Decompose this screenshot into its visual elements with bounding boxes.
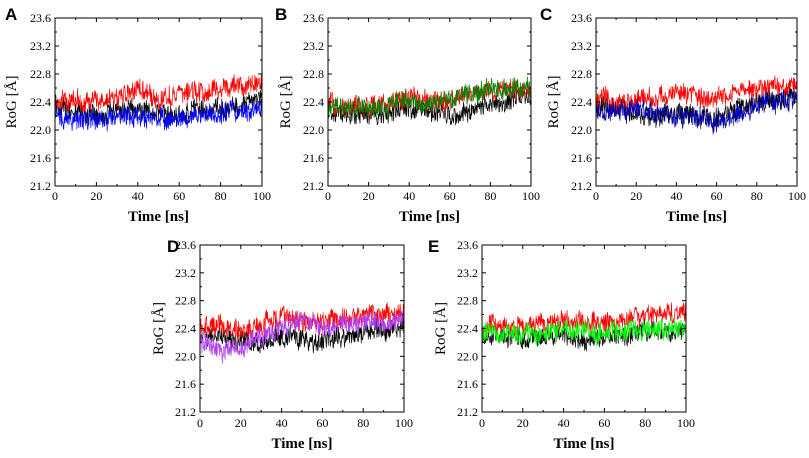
y-axis-title: RoG [Å]: [546, 76, 562, 129]
y-tick-label: 21.2: [457, 405, 478, 419]
y-tick-label: 21.6: [457, 377, 478, 391]
panel-A: A 21.2 21.6 22.0 22.4 22.8 23.2 23.6 0 20 40 60 80 10…: [4, 5, 271, 225]
y-tick-label: 23.6: [457, 238, 478, 252]
x-axis-title: Time [ns]: [554, 436, 615, 452]
y-tick-label: 23.2: [303, 39, 324, 53]
y-tick-label: 23.2: [175, 266, 196, 280]
y-tick-label: 22.4: [571, 95, 592, 109]
x-tick-label: 60: [598, 416, 610, 430]
panel-letter: A: [5, 5, 17, 24]
y-tick-label: 22.4: [303, 95, 324, 109]
series-group: [200, 301, 404, 364]
y-tick-label: 21.6: [175, 377, 196, 391]
y-axis-title: RoG [Å]: [4, 76, 20, 129]
series-group: [55, 74, 262, 132]
y-tick-label: 21.2: [303, 179, 324, 193]
panel-letter: C: [540, 5, 552, 24]
x-tick-label: 100: [395, 416, 413, 430]
x-tick-label: 20: [630, 189, 642, 203]
x-tick-label: 20: [517, 416, 529, 430]
x-tick-label: 0: [325, 189, 331, 203]
x-tick-label: 20: [363, 189, 375, 203]
x-tick-label: 60: [711, 189, 723, 203]
x-tick-label: 80: [751, 189, 763, 203]
series-complex-5: [200, 309, 404, 364]
y-tick-label: 23.2: [30, 39, 51, 53]
panel-D: D 21.2 21.6 22.0 22.4 22.8 23.2 23.6 0 20 40 60 80 10…: [151, 237, 413, 452]
y-tick-label: 22.8: [303, 67, 324, 81]
y-tick-label: 22.0: [175, 349, 196, 363]
y-tick-label: 22.4: [30, 95, 51, 109]
x-tick-label: 80: [639, 416, 651, 430]
x-tick-label: 0: [52, 189, 58, 203]
y-axis-title: RoG [Å]: [278, 76, 294, 129]
series-reference: [200, 315, 404, 354]
y-tick-label: 23.6: [571, 11, 592, 25]
x-axis-title: Time [ns]: [128, 209, 189, 225]
y-axis-title: RoG [Å]: [433, 302, 449, 355]
series-complex-6: [482, 316, 686, 347]
x-tick-label: 100: [522, 189, 540, 203]
panel-C: C 21.2 21.6 22.0 22.4 22.8 23.2 23.6 0 20 40 60 80 10…: [540, 5, 806, 225]
x-tick-label: 40: [132, 189, 144, 203]
x-tick-label: 60: [444, 189, 456, 203]
series-complex-2: [55, 98, 262, 132]
y-tick-label: 22.8: [457, 294, 478, 308]
y-tick-label: 22.0: [571, 123, 592, 137]
y-tick-label: 23.6: [303, 11, 324, 25]
x-tick-label: 20: [235, 416, 247, 430]
series-complex-4: [596, 89, 797, 135]
x-tick-label: 40: [670, 189, 682, 203]
series-complex-3: [328, 76, 531, 120]
x-axis-title: Time [ns]: [272, 436, 333, 452]
y-tick-label: 23.6: [30, 11, 51, 25]
x-tick-label: 100: [253, 189, 271, 203]
series-group: [328, 76, 531, 126]
y-axis-title: RoG [Å]: [151, 302, 167, 355]
x-tick-label: 100: [677, 416, 695, 430]
x-tick-label: 80: [484, 189, 496, 203]
x-tick-label: 80: [215, 189, 227, 203]
y-tick-label: 23.2: [571, 39, 592, 53]
y-tick-label: 22.4: [175, 322, 196, 336]
panel-letter: B: [275, 5, 287, 24]
x-tick-label: 40: [403, 189, 415, 203]
x-tick-label: 40: [558, 416, 570, 430]
y-tick-label: 22.8: [30, 67, 51, 81]
y-tick-label: 22.0: [303, 123, 324, 137]
y-tick-label: 22.8: [571, 67, 592, 81]
y-tick-label: 23.6: [175, 238, 196, 252]
y-tick-label: 22.0: [30, 123, 51, 137]
series-complex-1: [55, 74, 262, 114]
panel-B: B 21.2 21.6 22.0 22.4 22.8 23.2 23.6 0 20 40 60 80 10…: [275, 5, 540, 225]
x-tick-label: 80: [357, 416, 369, 430]
x-tick-label: 100: [788, 189, 806, 203]
series-group: [596, 75, 797, 135]
x-tick-label: 0: [593, 189, 599, 203]
panel-letter: D: [167, 237, 179, 256]
x-tick-label: 40: [276, 416, 288, 430]
y-tick-label: 23.2: [457, 266, 478, 280]
x-tick-label: 20: [90, 189, 102, 203]
y-tick-label: 21.2: [30, 179, 51, 193]
series-group: [482, 302, 686, 352]
panel-letter: E: [428, 237, 439, 256]
y-tick-label: 21.2: [175, 405, 196, 419]
x-tick-label: 0: [197, 416, 203, 430]
x-tick-label: 60: [173, 189, 185, 203]
y-tick-label: 21.6: [303, 151, 324, 165]
panel-E: E 21.2 21.6 22.0 22.4 22.8 23.2 23.6 0 20 40 60 80 10…: [428, 237, 695, 452]
y-tick-label: 21.6: [571, 151, 592, 165]
x-tick-label: 0: [479, 416, 485, 430]
x-axis-title: Time [ns]: [666, 209, 727, 225]
y-tick-label: 21.6: [30, 151, 51, 165]
x-tick-label: 60: [316, 416, 328, 430]
y-tick-label: 22.4: [457, 322, 478, 336]
y-tick-label: 22.8: [175, 294, 196, 308]
y-tick-label: 22.0: [457, 349, 478, 363]
y-tick-label: 21.2: [571, 179, 592, 193]
series-complex-1: [200, 301, 404, 341]
x-axis-title: Time [ns]: [399, 209, 460, 225]
